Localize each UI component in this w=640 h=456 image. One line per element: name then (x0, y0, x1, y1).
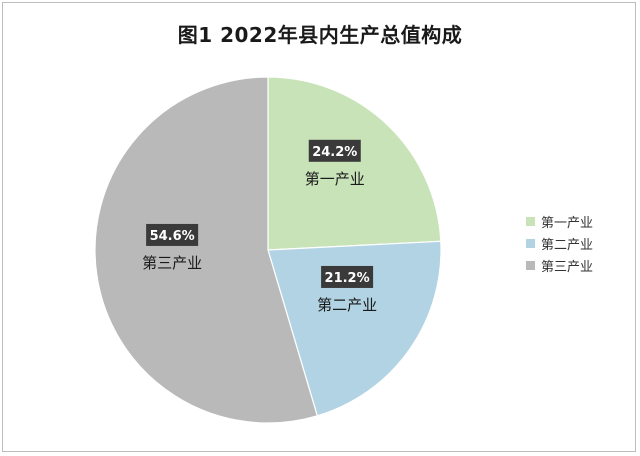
legend-item-3: 第三产业 (526, 254, 593, 276)
chart-legend: 第一产业第二产业第三产业 (526, 210, 593, 276)
legend-label-1: 第一产业 (541, 215, 594, 231)
legend-label-2: 第二产业 (541, 237, 594, 253)
slice-value-box-3 (146, 223, 199, 246)
legend-swatch-1 (526, 216, 535, 226)
legend-swatch-2 (526, 238, 535, 248)
slice-value-label-3: 54.6% (150, 229, 195, 244)
legend-label-3: 第三产业 (541, 259, 594, 275)
pie-slice-3 (94, 76, 319, 424)
pie-slice-1 (267, 76, 442, 251)
slice-value-label-2: 21.2% (325, 271, 370, 286)
slice-value-box-2 (321, 265, 374, 288)
legend-item-2: 第二产业 (526, 232, 593, 254)
pie-slice-2 (267, 240, 442, 417)
slice-name-label-1: 第一产业 (305, 170, 365, 188)
slice-name-label-2: 第二产业 (317, 296, 377, 314)
legend-swatch-3 (526, 260, 535, 270)
slice-name-label-3: 第三产业 (142, 254, 202, 272)
legend-item-1: 第一产业 (526, 210, 593, 232)
slice-value-box-1 (308, 139, 361, 162)
chart-title: 图1 2022年县内生产总值构成 (177, 23, 463, 47)
slice-value-label-1: 24.2% (312, 145, 357, 160)
